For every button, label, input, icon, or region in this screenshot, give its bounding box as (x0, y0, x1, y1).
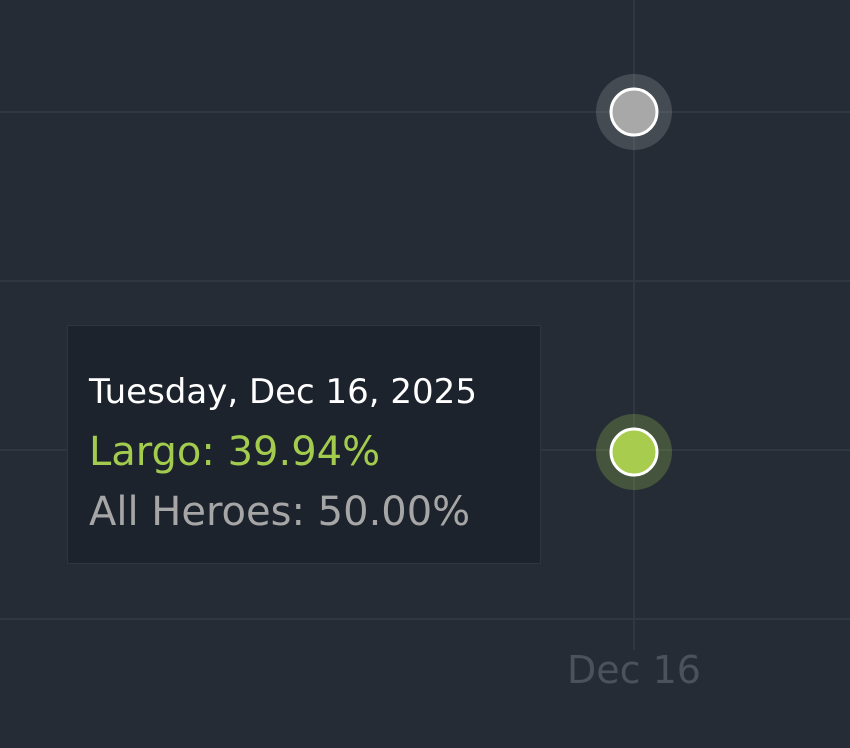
tooltip-date: Tuesday, Dec 16, 2025 (89, 372, 477, 412)
tooltip-largo: Largo: 39.94% (89, 429, 381, 475)
tooltip-all-heroes: All Heroes: 50.00% (89, 489, 471, 535)
data-point (609, 427, 659, 477)
data-point (609, 87, 659, 137)
x-tick-label: Dec 16 (567, 648, 701, 692)
tooltip: Tuesday, Dec 16, 2025 Largo: 39.94% All … (67, 325, 541, 564)
